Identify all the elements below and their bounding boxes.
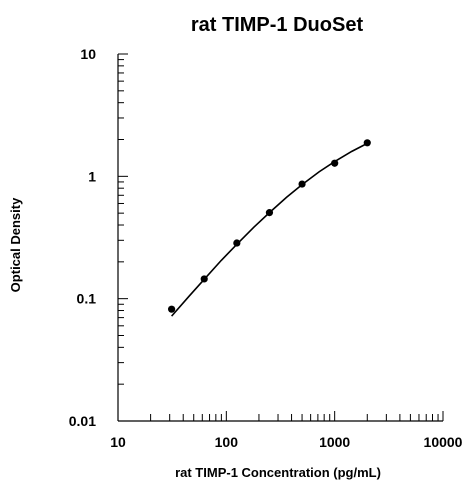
y-tick-label: 0.01 bbox=[69, 413, 96, 429]
data-point bbox=[200, 275, 208, 283]
x-tick-label: 10 bbox=[110, 434, 126, 450]
y-axis-label: Optical Density bbox=[8, 197, 23, 292]
fit-curve-line bbox=[171, 142, 368, 317]
x-axis-label: rat TIMP-1 Concentration (pg/mL) bbox=[175, 465, 381, 480]
y-tick-label: 1 bbox=[88, 168, 96, 184]
data-point bbox=[233, 239, 241, 247]
chart-title: rat TIMP-1 DuoSet bbox=[191, 14, 364, 36]
data-point bbox=[363, 139, 371, 147]
y-tick-label: 10 bbox=[80, 46, 96, 62]
axes bbox=[117, 54, 443, 422]
data-point bbox=[168, 305, 176, 313]
y-ticks: 10 1 0.1 0.01 bbox=[69, 46, 128, 429]
data-point bbox=[265, 209, 274, 217]
data-point bbox=[298, 180, 306, 188]
fit-curve bbox=[171, 142, 368, 317]
x-tick-label: 10000 bbox=[424, 434, 463, 450]
data-point bbox=[331, 159, 339, 167]
x-ticks: 10 100 1000 10000 bbox=[110, 411, 463, 450]
x-tick-label: 1000 bbox=[319, 434, 350, 450]
data-points bbox=[168, 139, 371, 313]
x-tick-label: 100 bbox=[215, 434, 239, 450]
y-tick-label: 0.1 bbox=[77, 291, 97, 307]
